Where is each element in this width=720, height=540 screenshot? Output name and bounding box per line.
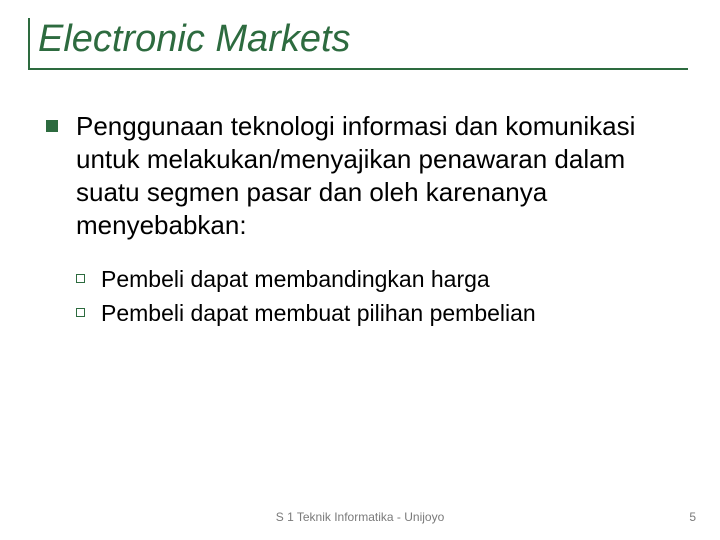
title-underline [28,68,688,70]
bullet-level1-text: Penggunaan teknologi informasi dan komun… [76,110,692,243]
bullet-level2-text: Pembeli dapat membuat pilihan pembelian [101,299,536,329]
bullet-level2: Pembeli dapat membuat pilihan pembelian [76,299,692,329]
bullet-level1: Penggunaan teknologi informasi dan komun… [46,110,692,243]
body-content: Penggunaan teknologi informasi dan komun… [28,110,692,329]
slide-title: Electronic Markets [38,18,692,68]
bullet-level2-text: Pembeli dapat membandingkan harga [101,265,490,295]
square-bullet-icon [46,120,58,132]
hollow-square-bullet-icon [76,308,85,317]
slide: Electronic Markets Penggunaan teknologi … [0,0,720,540]
title-wrap: Electronic Markets [28,18,692,68]
footer-center-text: S 1 Teknik Informatika - Unijoyo [276,510,445,524]
hollow-square-bullet-icon [76,274,85,283]
bullet-level2: Pembeli dapat membandingkan harga [76,265,692,295]
page-number: 5 [689,510,696,524]
bullet-level2-group: Pembeli dapat membandingkan harga Pembel… [46,265,692,329]
